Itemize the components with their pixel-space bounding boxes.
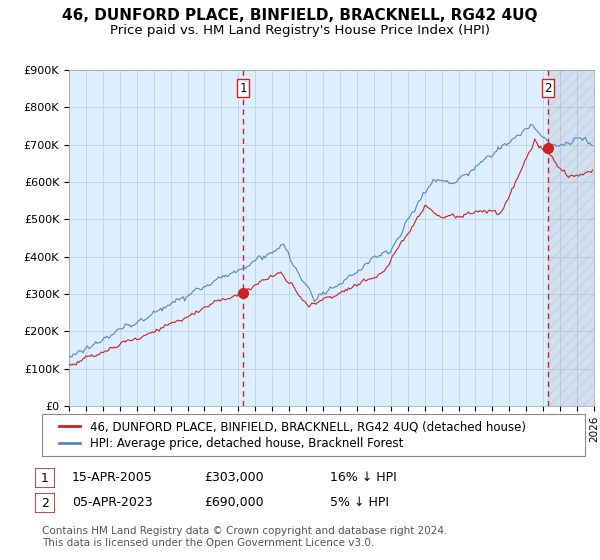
- Text: Contains HM Land Registry data © Crown copyright and database right 2024.
This d: Contains HM Land Registry data © Crown c…: [42, 526, 448, 548]
- Text: 05-APR-2023: 05-APR-2023: [72, 496, 152, 509]
- Text: £303,000: £303,000: [204, 470, 263, 484]
- Text: 1: 1: [41, 472, 49, 484]
- Text: 2: 2: [41, 497, 49, 510]
- Bar: [548, 70, 594, 406]
- Legend: 46, DUNFORD PLACE, BINFIELD, BRACKNELL, RG42 4UQ (detached house), HPI: Average : 46, DUNFORD PLACE, BINFIELD, BRACKNELL, …: [53, 414, 532, 456]
- Text: 46, DUNFORD PLACE, BINFIELD, BRACKNELL, RG42 4UQ: 46, DUNFORD PLACE, BINFIELD, BRACKNELL, …: [62, 8, 538, 24]
- Text: 2: 2: [544, 82, 551, 95]
- Text: 15-APR-2005: 15-APR-2005: [72, 470, 153, 484]
- Text: £690,000: £690,000: [204, 496, 263, 509]
- FancyBboxPatch shape: [35, 493, 55, 513]
- Text: 1: 1: [239, 82, 247, 95]
- Text: Price paid vs. HM Land Registry's House Price Index (HPI): Price paid vs. HM Land Registry's House …: [110, 24, 490, 36]
- FancyBboxPatch shape: [42, 414, 585, 456]
- FancyBboxPatch shape: [35, 468, 55, 488]
- Text: 5% ↓ HPI: 5% ↓ HPI: [330, 496, 389, 509]
- Text: 16% ↓ HPI: 16% ↓ HPI: [330, 470, 397, 484]
